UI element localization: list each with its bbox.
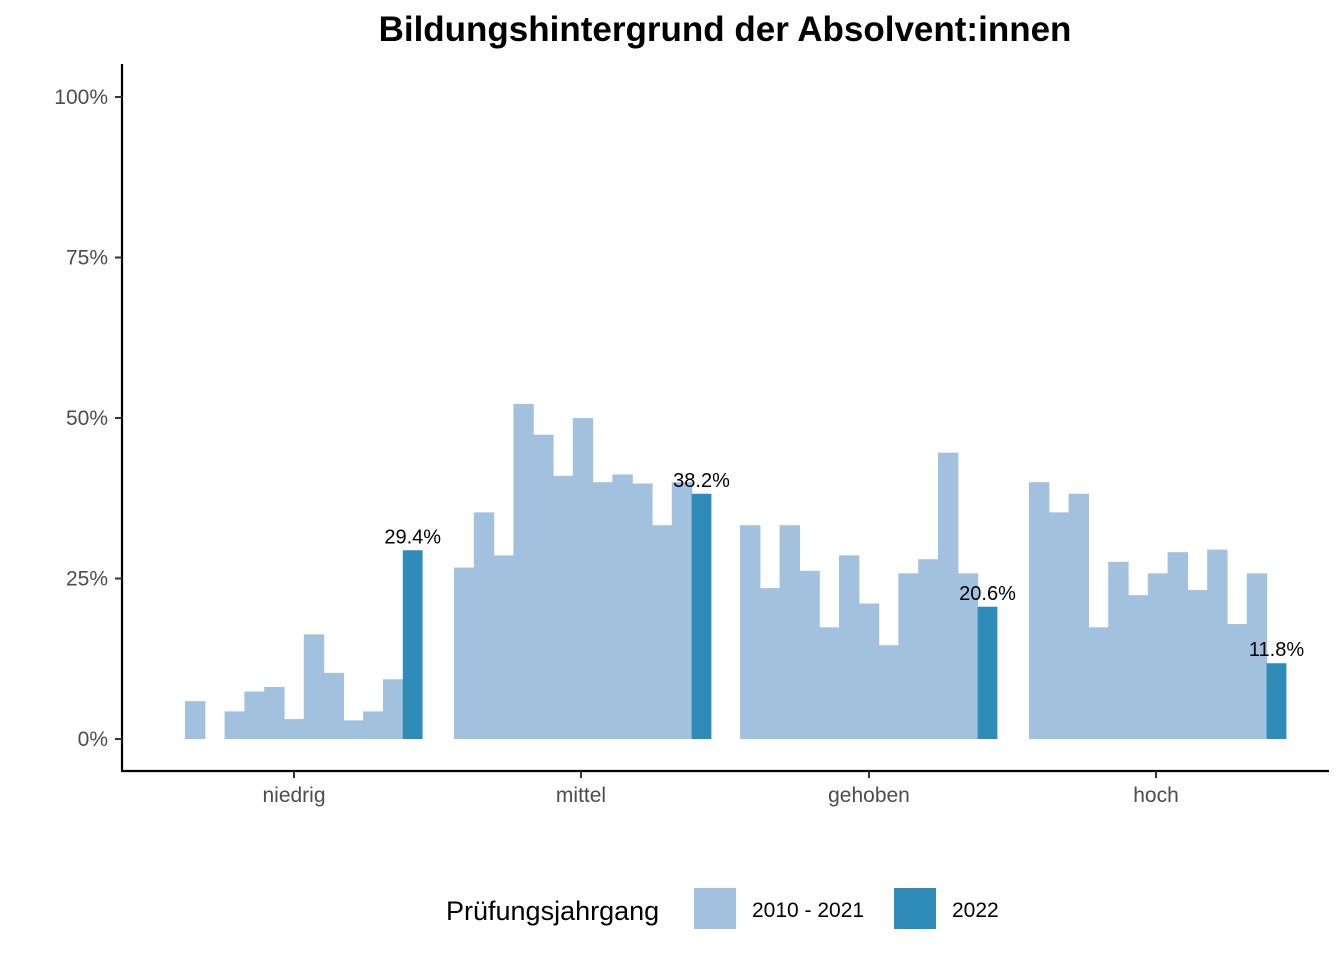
bar-mittel-historic-12: [671, 482, 693, 739]
bar-mittel-historic-3: [493, 555, 514, 739]
bar-hoch-historic-3: [1068, 493, 1089, 739]
bar-niedrig-historic-7: [303, 634, 325, 739]
bar-mittel-historic-7: [572, 418, 594, 739]
legend-swatch-current: [894, 888, 936, 929]
bar-mittel-historic-2: [473, 512, 495, 739]
bar-gehoben-historic-10: [918, 559, 939, 739]
bar-hoch-historic-4: [1088, 627, 1109, 739]
x-tick-label-hoch: hoch: [1133, 784, 1179, 807]
bar-mittel-historic-10: [632, 483, 653, 739]
bar-gehoben-historic-12: [957, 573, 979, 739]
bar-niedrig-historic-11: [383, 679, 404, 739]
bar-gehoben-historic-9: [898, 573, 919, 739]
bar-mittel-historic-9: [612, 474, 633, 739]
data-label-mittel-2022: 38.2%: [673, 470, 730, 492]
legend: Prüfungsjahrgang 2010 - 2021 2022: [446, 888, 999, 929]
bar-hoch-historic-7: [1147, 573, 1169, 739]
bar-gehoben-historic-3: [779, 525, 800, 739]
x-tick-label-mittel: mittel: [556, 784, 606, 807]
bar-mittel-2022: [691, 493, 712, 739]
legend-label-current: 2022: [952, 899, 999, 922]
bar-hoch-historic-8: [1167, 552, 1188, 739]
bar-niedrig-historic-3: [224, 711, 245, 739]
bar-gehoben-historic-6: [839, 555, 860, 739]
bar-niedrig-historic-1: [185, 701, 206, 739]
y-tick-label: 50%: [66, 407, 108, 430]
bar-hoch-historic-12: [1246, 573, 1268, 739]
bar-gehoben-historic-7: [858, 603, 880, 739]
bar-niedrig-historic-4: [244, 691, 265, 739]
bar-hoch-historic-1: [1029, 482, 1050, 739]
data-labels-layer: 29.4% 38.2% 20.6% 11.8%: [384, 470, 1304, 661]
x-tick-label-niedrig: niedrig: [262, 784, 325, 807]
legend-title: Prüfungsjahrgang: [446, 896, 659, 926]
bar-gehoben-historic-4: [799, 570, 820, 739]
bar-hoch-historic-6: [1128, 595, 1149, 739]
bar-mittel-historic-11: [652, 525, 673, 739]
data-label-hoch-2022: 11.8%: [1249, 639, 1304, 661]
bar-gehoben-historic-1: [740, 525, 761, 739]
bar-hoch-historic-5: [1108, 561, 1129, 739]
y-tick-label: 100%: [54, 86, 108, 109]
bar-niedrig-2022: [402, 550, 423, 739]
bar-mittel-historic-5: [533, 434, 554, 739]
y-ticks-layer: 0% 25% 50% 75% 100%: [54, 86, 122, 751]
bar-hoch-historic-9: [1187, 590, 1208, 739]
legend-label-historic: 2010 - 2021: [752, 899, 864, 922]
bar-niedrig-historic-8: [323, 672, 344, 739]
bar-hoch-2022: [1266, 663, 1287, 739]
bar-mittel-historic-6: [553, 475, 574, 739]
bar-niedrig-historic-9: [343, 720, 364, 739]
bar-gehoben-historic-8: [878, 645, 899, 739]
chart-title: Bildungshintergrund der Absolvent:innen: [379, 10, 1072, 49]
data-label-gehoben-2022: 20.6%: [959, 583, 1016, 605]
bar-mittel-historic-1: [454, 567, 475, 739]
bar-hoch-historic-2: [1048, 512, 1070, 739]
bar-gehoben-historic-2: [759, 588, 781, 739]
bar-niedrig-historic-10: [363, 711, 384, 739]
y-tick-label: 0%: [78, 728, 108, 751]
bar-gehoben-historic-5: [819, 627, 840, 739]
x-tick-label-gehoben: gehoben: [828, 784, 910, 807]
y-tick-label: 25%: [66, 568, 108, 591]
bars-layer: [185, 403, 1287, 739]
bar-niedrig-historic-6: [284, 719, 305, 739]
bar-hoch-historic-10: [1207, 549, 1228, 739]
bar-mittel-historic-4: [513, 403, 534, 739]
y-tick-label: 75%: [66, 247, 108, 270]
bar-gehoben-2022: [977, 606, 998, 739]
bar-gehoben-historic-11: [938, 452, 959, 739]
data-label-niedrig-2022: 29.4%: [384, 526, 441, 548]
x-ticks-layer: niedrig mittel gehoben hoch: [262, 771, 1179, 807]
legend-swatch-historic: [694, 888, 736, 929]
bar-mittel-historic-8: [592, 482, 613, 739]
bar-hoch-historic-11: [1227, 624, 1248, 739]
bar-niedrig-historic-5: [264, 687, 285, 739]
